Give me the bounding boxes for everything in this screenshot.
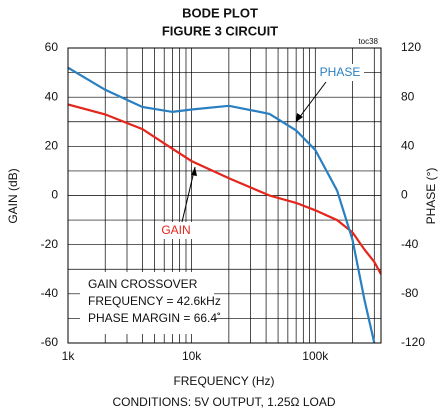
phase-label-bg (316, 64, 364, 81)
y2-axis-label: PHASE (°) (424, 168, 438, 225)
note: CONDITIONS: 5V OUTPUT, 1.25Ω LOAD (112, 395, 335, 409)
tag: toc38 (358, 37, 378, 46)
y-axis-label: GAIN (dB) (6, 168, 20, 223)
y-tick-label: 0 (51, 188, 58, 202)
y2-tick-label: 40 (401, 139, 415, 153)
gain-annotation: GAIN (161, 223, 190, 237)
gain-arrowhead (191, 167, 197, 176)
gain-label-bg (156, 222, 196, 239)
y2-tick-label: 0 (401, 188, 408, 202)
y2-tick-label: -40 (401, 237, 419, 251)
chart-title: BODE PLOT (182, 5, 258, 20)
y2-tick-label: -120 (401, 335, 425, 349)
x-tick-label: 10k (182, 349, 202, 363)
y-tick-label: 40 (45, 89, 59, 103)
info-box (80, 272, 214, 334)
y2-tick-label: 80 (401, 89, 415, 103)
x-tick-label: 1k (62, 349, 76, 363)
info-line: PHASE MARGIN = 66.4˚ (88, 311, 221, 325)
chart-subtitle: FIGURE 3 CIRCUIT (162, 23, 278, 38)
info-line: GAIN CROSSOVER (88, 277, 198, 291)
plot-frame (67, 47, 382, 344)
gain-arrow (181, 166, 196, 223)
phase-annotation: PHASE (320, 65, 361, 79)
series-line (68, 66, 376, 343)
y2-tick-label: 120 (401, 40, 421, 54)
y-tick-label: -20 (41, 237, 59, 251)
y-tick-label: 20 (45, 139, 59, 153)
x-tick-label: 100k (302, 349, 329, 363)
phase-arrowhead (296, 113, 303, 122)
y2-tick-label: -80 (401, 286, 419, 300)
y-tick-label: 60 (45, 40, 59, 54)
info-line: FREQUENCY = 42.6kHz (88, 294, 221, 308)
phase-arrow (295, 81, 327, 123)
y-tick-label: -60 (41, 335, 59, 349)
x-axis-label: FREQUENCY (Hz) (173, 374, 274, 388)
y-tick-label: -40 (41, 286, 59, 300)
series-line (68, 103, 381, 275)
